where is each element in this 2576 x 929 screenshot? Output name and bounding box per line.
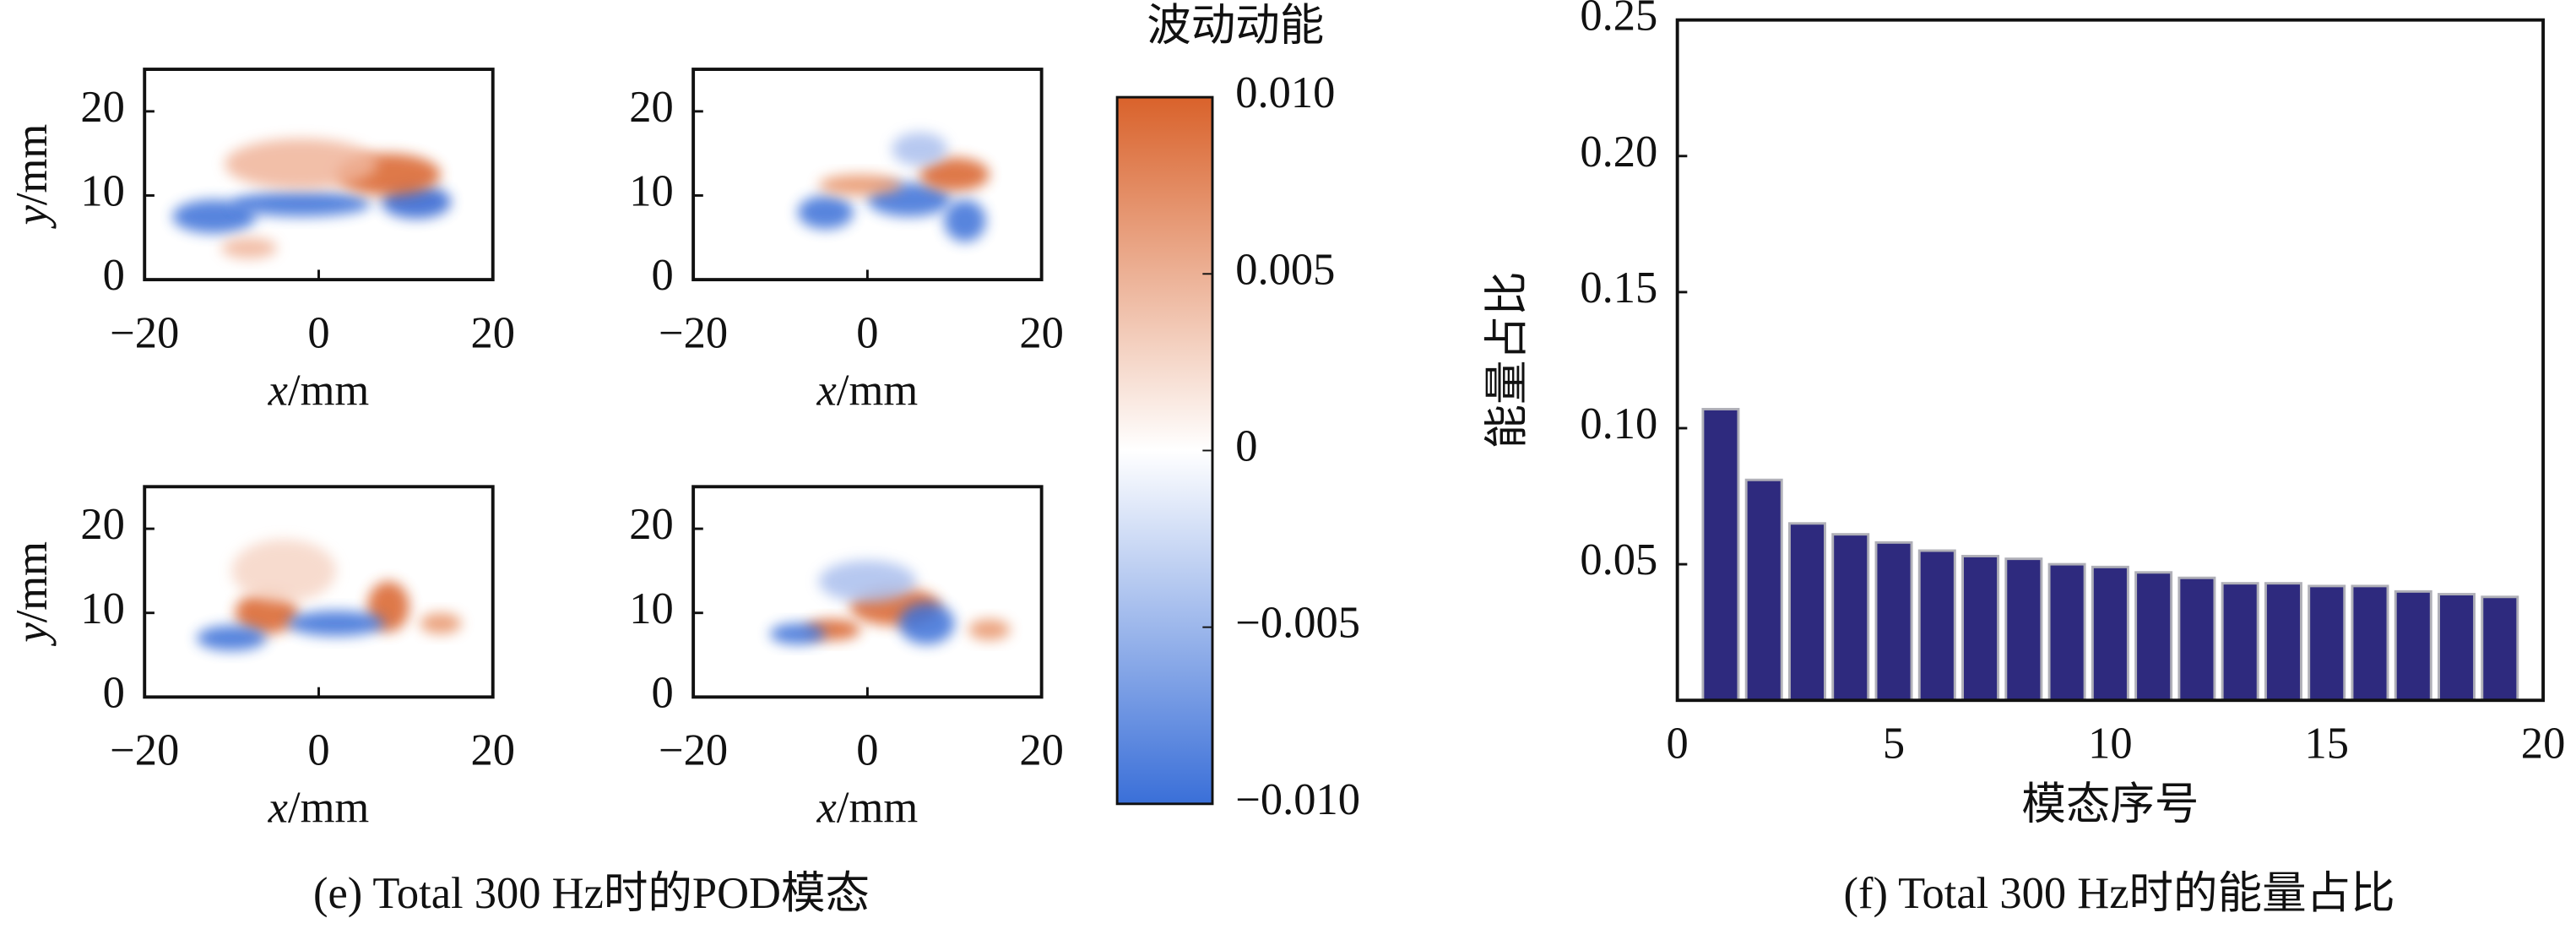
x-axis-label: x/mm [268,366,370,415]
x-tick-label: 0 [307,725,329,774]
x-tick-label: 15 [2304,720,2349,769]
field-pattern [231,191,371,217]
bar [2394,589,2432,702]
bar [2308,584,2346,702]
x-tick-label: 20 [1019,308,1064,357]
bar [2177,576,2216,702]
field-pattern [231,539,337,603]
bar [2351,584,2389,702]
x-tick-label: 10 [2088,720,2133,769]
bar [1917,549,1956,702]
field-pattern [818,560,917,603]
y-axis-label: y/mm [8,124,57,230]
bar [1874,541,1913,702]
field-pattern [287,611,385,637]
y-tick-label: 20 [80,500,125,549]
bar [1831,533,1870,702]
y-tick-label: 10 [80,167,125,216]
colorbar-tick-label: −0.005 [1235,599,1360,648]
colorbar-tick-label: 0.005 [1235,245,1335,294]
plot-frame [691,68,1044,282]
x-axis-label: x/mm [816,784,919,833]
bar [2047,562,2086,702]
x-tick-label: 20 [1019,725,1064,774]
field-pattern [919,157,990,192]
y-tick-label: 10 [629,167,674,216]
colorbar [1115,95,1214,806]
field-pattern [172,199,257,234]
y-tick-label: 0.10 [1580,399,1657,448]
x-tick-label: 0 [856,308,878,357]
x-tick-label: 20 [2521,720,2566,769]
x-tick-label: 5 [1883,720,1905,769]
field-pattern [220,237,277,259]
y-tick-label: 10 [629,584,674,633]
plot-frame [1675,18,2546,703]
field-pattern [197,625,267,651]
y-tick-label: 20 [80,83,125,132]
y-tick-label: 0 [652,668,674,717]
bar [1744,478,1783,702]
caption: (e) Total 300 Hz时的POD模态 [313,869,870,918]
y-axis-label: y/mm [8,541,57,647]
x-tick-label: 0 [1667,720,1689,769]
bar [2221,582,2259,702]
x-axis-label: x/mm [816,366,919,415]
y-tick-label: 0 [652,251,674,300]
bar [2264,582,2302,702]
bar [1961,554,2000,702]
field-pattern [420,612,462,634]
y-tick-label: 0.25 [1580,0,1657,41]
field-pattern [769,623,826,645]
bar [2004,557,2043,702]
x-tick-label: 0 [307,308,329,357]
field-pattern [968,619,1011,641]
field-pattern [898,602,955,645]
x-tick-label: 0 [856,725,878,774]
field-pattern [892,132,948,166]
y-tick-label: 0 [103,251,125,300]
y-tick-label: 10 [80,584,125,633]
field-pattern [225,139,378,190]
x-tick-label: −20 [110,308,179,357]
colorbar-tick-label: 0.010 [1235,68,1335,117]
colorbar-tick-label: 0 [1235,422,1257,471]
y-tick-label: 0 [103,668,125,717]
bar [2091,565,2129,702]
bar [2438,593,2476,702]
x-tick-label: 20 [470,725,515,774]
field-pattern [797,195,854,230]
y-tick-label: 0.15 [1580,263,1657,312]
x-tick-label: −20 [659,725,728,774]
x-tick-label: −20 [110,725,179,774]
y-tick-label: 20 [629,83,674,132]
x-axis-label: x/mm [268,784,370,833]
field-pattern [235,591,298,634]
field-pattern [944,199,986,242]
y-tick-label: 20 [629,500,674,549]
y-axis-label: y/mm [8,124,57,230]
field-pattern [818,174,903,196]
bar [2481,595,2519,702]
bar [1701,407,1740,702]
x-axis-label: 模态序号 [2021,780,2199,829]
colorbar-title: 波动动能 [1147,1,1324,50]
y-tick-label: 0.20 [1580,128,1657,177]
bar [1787,522,1826,702]
y-axis-label: 能量占比 [1483,271,1532,448]
y-tick-label: 0.05 [1580,535,1657,584]
x-tick-label: 20 [470,308,515,357]
bar [2134,571,2173,702]
caption: (f) Total 300 Hz时的能量占比 [1843,869,2394,918]
colorbar-tick-label: −0.010 [1235,775,1360,824]
x-tick-label: −20 [659,308,728,357]
